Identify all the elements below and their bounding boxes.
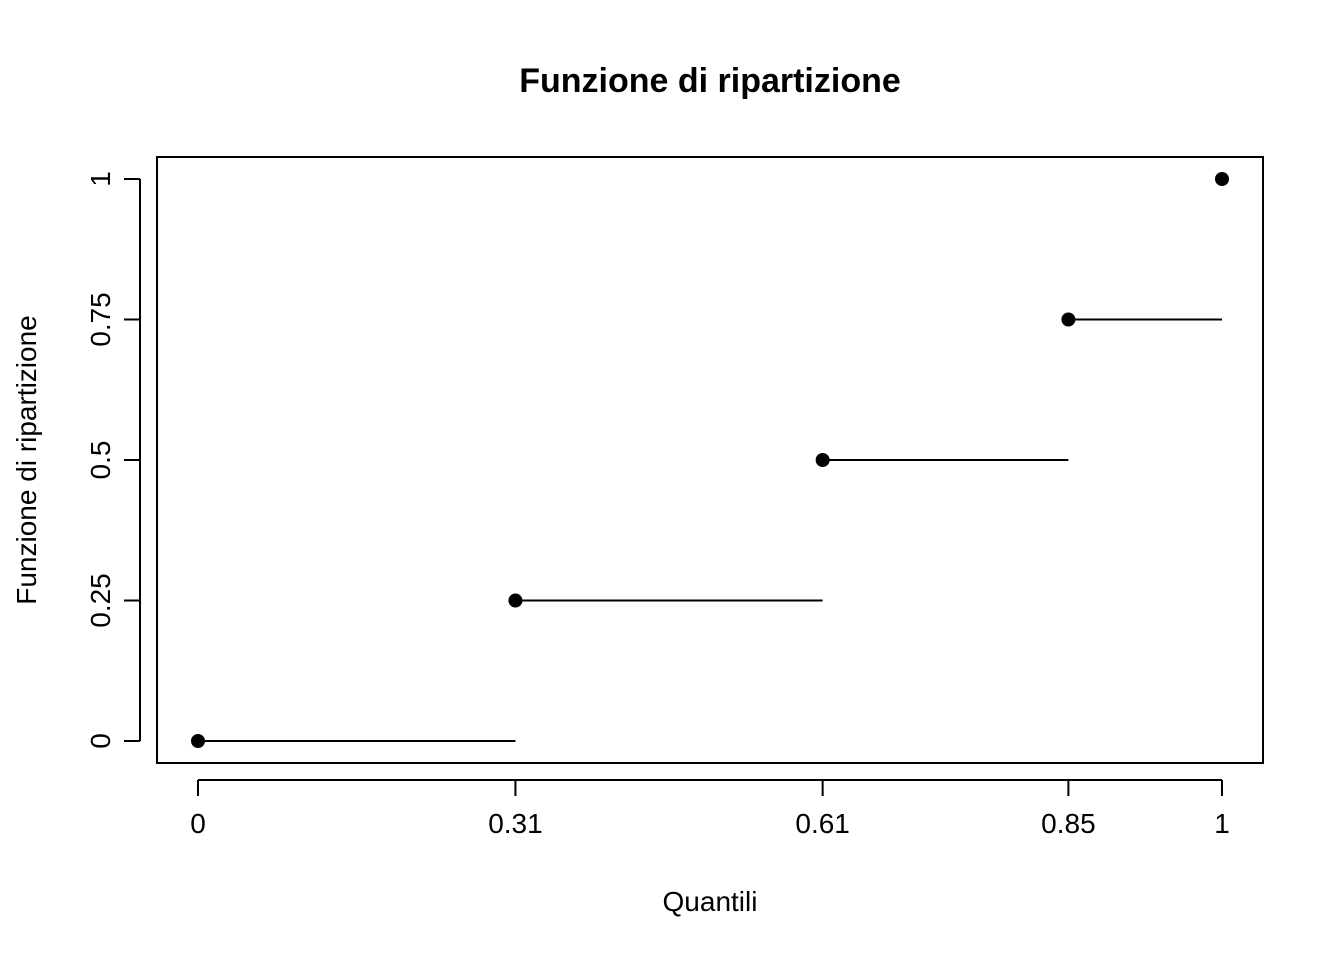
chart-title: Funzione di ripartizione xyxy=(519,62,901,100)
x-tick-label: 1 xyxy=(1214,808,1230,839)
y-axis: 0 0.25 0.5 0.75 1 xyxy=(85,171,141,749)
y-tick-label: 0.25 xyxy=(85,573,116,628)
x-tick-label: 0.31 xyxy=(488,808,543,839)
y-tick-label: 1 xyxy=(85,171,116,187)
y-tick-label: 0.5 xyxy=(85,441,116,480)
x-axis-label: Quantili xyxy=(663,886,758,917)
y-tick-label: 0 xyxy=(85,733,116,749)
x-axis: 0 0.31 0.61 0.85 1 xyxy=(190,779,1230,839)
x-tick-label: 0.85 xyxy=(1041,808,1096,839)
step-point xyxy=(191,734,205,748)
y-tick-label: 0.75 xyxy=(85,292,116,347)
step-point xyxy=(815,453,830,467)
x-tick-label: 0.61 xyxy=(795,808,850,839)
step-point xyxy=(1215,172,1229,186)
step-point xyxy=(1061,312,1076,327)
plot-frame xyxy=(156,156,1264,764)
y-axis-label: Funzione di ripartizione xyxy=(11,315,42,605)
step-segments xyxy=(198,318,1222,742)
step-point xyxy=(508,593,523,608)
step-points xyxy=(191,172,1229,748)
x-tick-label: 0 xyxy=(190,808,206,839)
